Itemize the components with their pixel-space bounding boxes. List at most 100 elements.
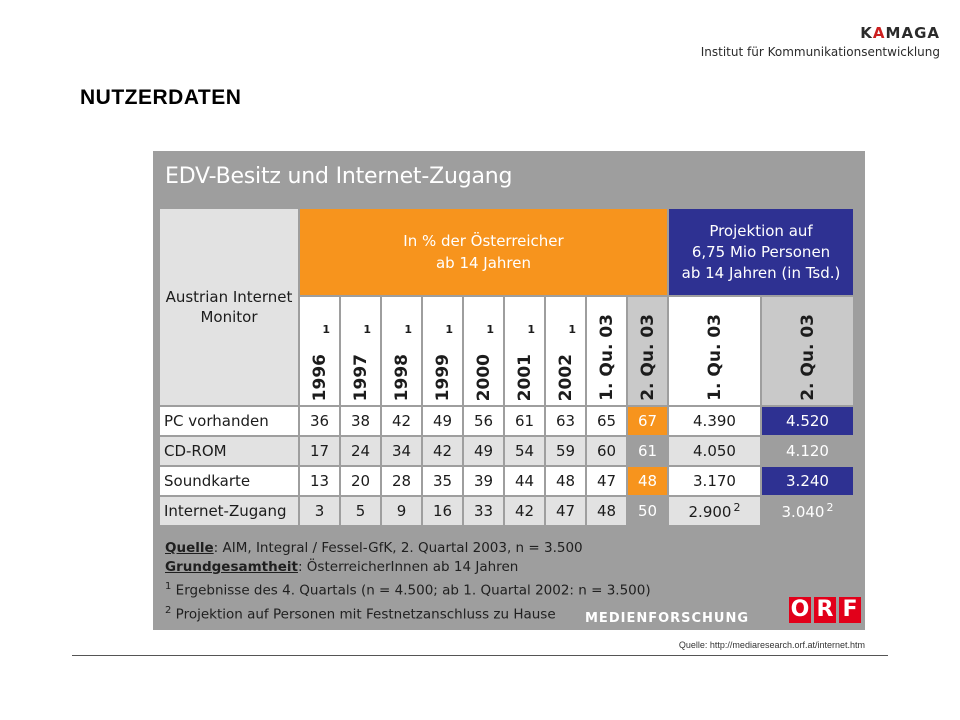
table-cell: 17 bbox=[298, 435, 341, 467]
footnote-2: 2 Projektion auf Personen mit Festnetzan… bbox=[165, 601, 651, 625]
cell-value: 42 bbox=[391, 412, 412, 430]
column-header: 1998 1 bbox=[380, 295, 423, 407]
cell-value: 5 bbox=[355, 502, 366, 520]
table-cell: 56 bbox=[462, 405, 505, 437]
orf-letter-r: R bbox=[814, 597, 836, 623]
column-header-label: 1996 bbox=[309, 353, 330, 401]
table-cell: 2.900 2 bbox=[667, 495, 762, 527]
table-cell: 48 bbox=[585, 495, 628, 527]
table-cell: 4.390 bbox=[667, 405, 762, 437]
column-footnote-mark: 1 bbox=[568, 323, 576, 336]
table-cell: 35 bbox=[421, 465, 464, 497]
cell-value: 34 bbox=[391, 442, 412, 460]
table-cell: 42 bbox=[380, 405, 423, 437]
cell-value: 36 bbox=[309, 412, 330, 430]
cell-value: 48 bbox=[555, 472, 576, 490]
cell-value: 4.050 bbox=[693, 442, 736, 460]
table-cell: 44 bbox=[503, 465, 546, 497]
monitor-label-cell: Austrian Internet Monitor bbox=[158, 207, 300, 407]
table-cell: 9 bbox=[380, 495, 423, 527]
cell-value: 9 bbox=[396, 502, 407, 520]
table-cell: 28 bbox=[380, 465, 423, 497]
table-cell: 4.520 bbox=[760, 405, 855, 437]
cell-value: 4.390 bbox=[693, 412, 736, 430]
column-header: 2001 1 bbox=[503, 295, 546, 407]
table-cell: 24 bbox=[339, 435, 382, 467]
row-label: Internet-Zugang bbox=[158, 495, 300, 527]
table-cell: 13 bbox=[298, 465, 341, 497]
cell-value: 42 bbox=[432, 442, 453, 460]
projection-footnote-mark: 2 bbox=[733, 501, 741, 514]
cell-value: 3.040 bbox=[781, 503, 825, 521]
bottom-divider bbox=[72, 655, 888, 656]
cell-value: 44 bbox=[514, 472, 535, 490]
cell-value: 4.520 bbox=[786, 412, 829, 430]
cell-value: 33 bbox=[473, 502, 494, 520]
table-cell: 39 bbox=[462, 465, 505, 497]
footnote-1-mark: 1 bbox=[165, 581, 172, 592]
cell-value: 2.900 bbox=[688, 503, 732, 521]
column-footnote-mark: 1 bbox=[445, 323, 453, 336]
table-cell: 38 bbox=[339, 405, 382, 437]
page-title: NUTZERDATEN bbox=[80, 86, 242, 109]
column-header-label: 1. Qu. 03 bbox=[596, 314, 617, 401]
medienforschung-label: MEDIENFORSCHUNG bbox=[585, 611, 750, 626]
cell-value: 3.240 bbox=[786, 472, 829, 490]
column-header-label: 1. Qu. 03 bbox=[704, 314, 725, 401]
column-footnote-mark: 1 bbox=[486, 323, 494, 336]
cell-value: 16 bbox=[432, 502, 453, 520]
column-footnote-mark: 1 bbox=[322, 323, 330, 336]
cell-value: 49 bbox=[432, 412, 453, 430]
table-cell: 47 bbox=[585, 465, 628, 497]
orange-header-line1: In % der Österreicher bbox=[403, 232, 564, 250]
column-header: 1. Qu. 03 bbox=[667, 295, 762, 407]
footnote-1-text: Ergebnisse des 4. Quartals (n = 4.500; a… bbox=[171, 582, 651, 599]
cell-value: 47 bbox=[596, 472, 617, 490]
footnote-2-text: Projektion auf Personen mit Festnetzansc… bbox=[171, 606, 556, 622]
cell-value: 59 bbox=[555, 442, 576, 460]
page-source: Quelle: http://mediaresearch.orf.at/inte… bbox=[678, 640, 865, 650]
column-header: 2. Qu. 03 bbox=[760, 295, 855, 407]
blue-header-line1: Projektion auf bbox=[709, 221, 813, 240]
cell-value: 67 bbox=[637, 412, 658, 430]
table-cell: 49 bbox=[421, 405, 464, 437]
table-row: Internet-Zugang 3 5 9 16 33 42 47 48 50 2.900 2 3.04… bbox=[158, 495, 855, 527]
column-header-label: 2001 bbox=[514, 353, 535, 401]
cell-value: 61 bbox=[637, 442, 658, 460]
cell-value: 65 bbox=[596, 412, 617, 430]
cell-value: 49 bbox=[473, 442, 494, 460]
row-label: Soundkarte bbox=[158, 465, 300, 497]
cell-value: 38 bbox=[350, 412, 371, 430]
table-cell: 3.240 bbox=[760, 465, 855, 497]
column-header: 1999 1 bbox=[421, 295, 464, 407]
data-table: Austrian Internet Monitor In % der Öster… bbox=[158, 207, 855, 527]
base-note-line: Grundgesamtheit: ÖsterreicherInnen ab 14… bbox=[165, 558, 651, 577]
orf-letter-o: O bbox=[789, 597, 811, 623]
brand-subtitle: Institut für Kommunikationsentwicklung bbox=[700, 45, 940, 59]
cell-value: 48 bbox=[596, 502, 617, 520]
brand-logo: KAMAGA bbox=[860, 24, 940, 42]
column-header-label: 2000 bbox=[473, 353, 494, 401]
year-header-row: 1996 1 1997 1 1998 1 1999 1 2000 1 2001 1 2002 1 1. Qu… bbox=[159, 295, 855, 407]
edv-panel: EDV-Besitz und Internet-Zugang Austrian … bbox=[153, 151, 865, 630]
cell-value: 50 bbox=[637, 502, 658, 520]
cell-value: 3.170 bbox=[693, 472, 736, 490]
column-header: 2000 1 bbox=[462, 295, 505, 407]
footnote-2-mark: 2 bbox=[165, 604, 172, 616]
row-label: CD-ROM bbox=[158, 435, 300, 467]
orf-letter-f: F bbox=[839, 597, 861, 623]
projection-footnote-mark: 2 bbox=[826, 501, 834, 514]
monitor-label-line2: Monitor bbox=[200, 308, 258, 326]
source-label: Quelle bbox=[165, 540, 214, 556]
base-text: : ÖsterreicherInnen ab 14 Jahren bbox=[297, 559, 519, 575]
column-header: 1997 1 bbox=[339, 295, 382, 407]
cell-value: 20 bbox=[350, 472, 371, 490]
table-row: Soundkarte 13 20 28 35 39 44 48 47 48 3.170 3.240 bbox=[158, 465, 855, 497]
table-cell: 36 bbox=[298, 405, 341, 437]
column-header: 2. Qu. 03 bbox=[626, 295, 669, 407]
brand-block: KAMAGA Institut für Kommunikationsentwic… bbox=[701, 24, 940, 60]
table-cell: 33 bbox=[462, 495, 505, 527]
footnotes: Quelle: AIM, Integral / Fessel-GfK, 2. Q… bbox=[165, 539, 651, 624]
cell-value: 17 bbox=[309, 442, 330, 460]
table-cell: 4.120 bbox=[760, 435, 855, 467]
